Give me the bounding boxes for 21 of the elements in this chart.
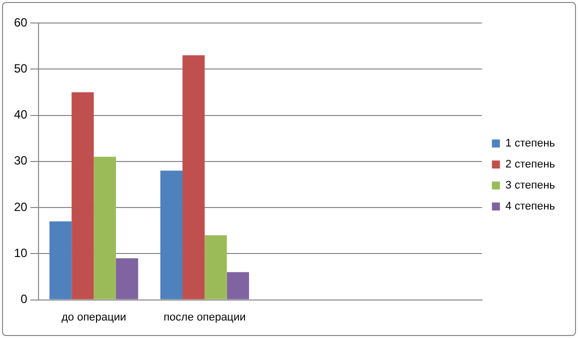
y-tick-label: 40 [14,108,28,122]
y-tick-label: 50 [14,61,28,76]
y-tick-label: 0 [20,292,28,306]
legend-label: 2 степень [505,158,556,171]
y-tick-label: 20 [14,200,28,214]
bar [94,156,116,300]
bar [182,55,205,300]
y-tick-label: 60 [14,15,28,30]
x-tick-label: до операции [61,311,126,324]
bar [49,221,72,300]
legend-label: 1 степень [505,138,556,150]
legend-label: 3 степень [505,180,556,192]
y-tick-label: 10 [14,246,28,260]
bar [116,258,138,300]
bar [160,170,183,300]
bar [226,272,250,300]
y-tick-label: 30 [14,154,28,168]
bar [204,235,227,300]
bar [72,92,94,300]
legend-label: 4 степень [505,200,556,213]
x-tick-label: после операции [164,311,246,324]
